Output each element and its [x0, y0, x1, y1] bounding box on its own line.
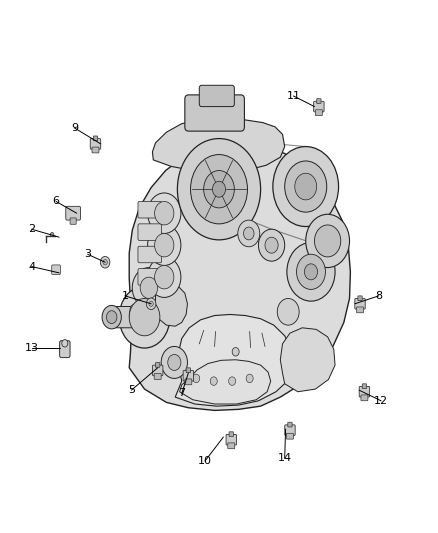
Circle shape — [314, 225, 341, 257]
FancyBboxPatch shape — [285, 425, 295, 435]
Circle shape — [304, 264, 318, 280]
Circle shape — [273, 147, 339, 227]
FancyBboxPatch shape — [138, 201, 162, 218]
FancyBboxPatch shape — [229, 432, 233, 437]
FancyBboxPatch shape — [138, 246, 162, 263]
Circle shape — [246, 374, 253, 383]
FancyBboxPatch shape — [114, 306, 145, 328]
Circle shape — [177, 139, 261, 240]
Circle shape — [102, 305, 121, 329]
FancyBboxPatch shape — [357, 307, 364, 313]
Circle shape — [204, 171, 234, 208]
Text: 6: 6 — [53, 197, 60, 206]
Polygon shape — [175, 314, 293, 406]
FancyBboxPatch shape — [314, 101, 324, 112]
Circle shape — [103, 260, 107, 265]
Circle shape — [132, 268, 166, 308]
FancyBboxPatch shape — [362, 384, 367, 389]
Circle shape — [232, 348, 239, 356]
FancyBboxPatch shape — [288, 422, 292, 427]
FancyBboxPatch shape — [70, 218, 76, 224]
Circle shape — [100, 256, 110, 268]
Polygon shape — [180, 360, 271, 404]
Text: 1: 1 — [121, 291, 128, 301]
FancyBboxPatch shape — [138, 269, 162, 285]
Polygon shape — [280, 328, 335, 392]
Circle shape — [148, 257, 181, 297]
FancyBboxPatch shape — [92, 147, 99, 153]
FancyBboxPatch shape — [66, 206, 81, 220]
Polygon shape — [152, 118, 285, 172]
FancyBboxPatch shape — [359, 386, 370, 397]
Circle shape — [146, 298, 156, 310]
FancyBboxPatch shape — [315, 110, 322, 116]
FancyBboxPatch shape — [185, 379, 192, 385]
Circle shape — [193, 374, 200, 383]
Text: 3: 3 — [84, 249, 91, 259]
Circle shape — [50, 232, 54, 237]
Circle shape — [295, 173, 317, 200]
FancyBboxPatch shape — [138, 224, 162, 240]
Circle shape — [212, 181, 226, 197]
Circle shape — [149, 301, 153, 306]
Text: 14: 14 — [278, 454, 292, 463]
FancyBboxPatch shape — [228, 443, 235, 449]
Circle shape — [106, 311, 117, 324]
Circle shape — [155, 265, 174, 289]
Circle shape — [297, 254, 325, 289]
Text: 12: 12 — [374, 396, 388, 406]
FancyBboxPatch shape — [199, 85, 234, 107]
FancyBboxPatch shape — [152, 365, 163, 376]
Text: 13: 13 — [25, 343, 39, 352]
Text: 2: 2 — [28, 224, 35, 234]
FancyBboxPatch shape — [186, 368, 191, 373]
Text: 11: 11 — [286, 91, 300, 101]
Circle shape — [140, 277, 158, 298]
Circle shape — [119, 286, 170, 348]
FancyBboxPatch shape — [52, 265, 60, 274]
Circle shape — [285, 161, 327, 212]
FancyBboxPatch shape — [361, 395, 368, 401]
FancyBboxPatch shape — [155, 362, 160, 367]
FancyBboxPatch shape — [93, 136, 98, 141]
FancyBboxPatch shape — [286, 433, 293, 439]
Circle shape — [148, 225, 181, 265]
FancyBboxPatch shape — [154, 374, 161, 379]
Polygon shape — [129, 301, 158, 333]
Polygon shape — [155, 284, 187, 326]
Text: 7: 7 — [178, 389, 185, 398]
Text: 9: 9 — [71, 123, 78, 133]
FancyBboxPatch shape — [355, 298, 365, 309]
FancyBboxPatch shape — [185, 95, 244, 131]
Circle shape — [265, 237, 278, 253]
Circle shape — [168, 354, 181, 370]
Circle shape — [62, 340, 68, 347]
Circle shape — [258, 229, 285, 261]
FancyBboxPatch shape — [183, 370, 194, 381]
Circle shape — [306, 214, 350, 268]
Text: 4: 4 — [28, 262, 35, 271]
FancyBboxPatch shape — [226, 434, 237, 445]
Circle shape — [277, 298, 299, 325]
Circle shape — [148, 193, 181, 233]
Text: 8: 8 — [375, 291, 382, 301]
FancyBboxPatch shape — [90, 139, 101, 149]
FancyBboxPatch shape — [60, 341, 70, 358]
Circle shape — [287, 243, 335, 301]
Circle shape — [210, 377, 217, 385]
FancyBboxPatch shape — [317, 99, 321, 103]
Circle shape — [161, 346, 187, 378]
Text: 10: 10 — [198, 456, 212, 466]
Circle shape — [244, 227, 254, 240]
Circle shape — [129, 298, 160, 336]
Text: 5: 5 — [128, 385, 135, 395]
Circle shape — [238, 220, 260, 247]
Circle shape — [155, 201, 174, 225]
Circle shape — [191, 155, 247, 224]
Polygon shape — [129, 143, 350, 410]
Circle shape — [155, 233, 174, 257]
Circle shape — [229, 377, 236, 385]
FancyBboxPatch shape — [358, 296, 362, 301]
